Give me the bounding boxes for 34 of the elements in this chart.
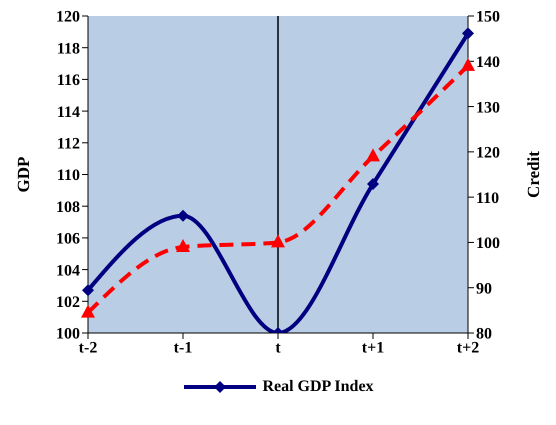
- x-tick-label: t: [275, 339, 282, 356]
- point: [461, 58, 475, 71]
- y-tick-label: 110: [56, 167, 80, 184]
- y2-tick-label: 130: [476, 99, 500, 116]
- y-tick-label: 102: [56, 294, 80, 311]
- point: [367, 178, 379, 190]
- y2-tick-label: 110: [476, 190, 500, 207]
- point: [176, 238, 190, 252]
- y-tick-label: 120: [56, 8, 80, 26]
- y2-tick-label: 120: [476, 144, 500, 162]
- point: [271, 234, 285, 248]
- y2-tick-label: 100: [476, 235, 500, 252]
- point: [462, 27, 474, 40]
- y-tick-label: 112: [56, 135, 80, 152]
- y-tick-label: 104: [56, 262, 80, 280]
- y-tick-label: 108: [56, 198, 80, 216]
- y2-axis-title: Credit: [524, 150, 544, 198]
- y-tick-label: 114: [56, 104, 80, 121]
- y-tick-label: 118: [56, 40, 80, 58]
- x-tick-label: t-2: [78, 339, 98, 356]
- y-tick-label: 106: [56, 230, 80, 248]
- legend-label: Real GDP Index: [261, 378, 374, 396]
- point: [177, 210, 189, 222]
- y2-tick-label: 140: [476, 54, 500, 71]
- y-axis-title: GDP: [14, 156, 34, 192]
- point: [366, 148, 380, 162]
- x-tick-label: t+1: [362, 339, 384, 356]
- point: [82, 284, 94, 296]
- y2-tick-label: 90: [476, 280, 492, 298]
- x-tick-label: t-1: [174, 339, 192, 356]
- y2-tick-label: 150: [476, 8, 500, 26]
- point: [81, 304, 95, 318]
- y-tick-label: 116: [56, 72, 80, 90]
- y-tick-label: 100: [56, 326, 80, 343]
